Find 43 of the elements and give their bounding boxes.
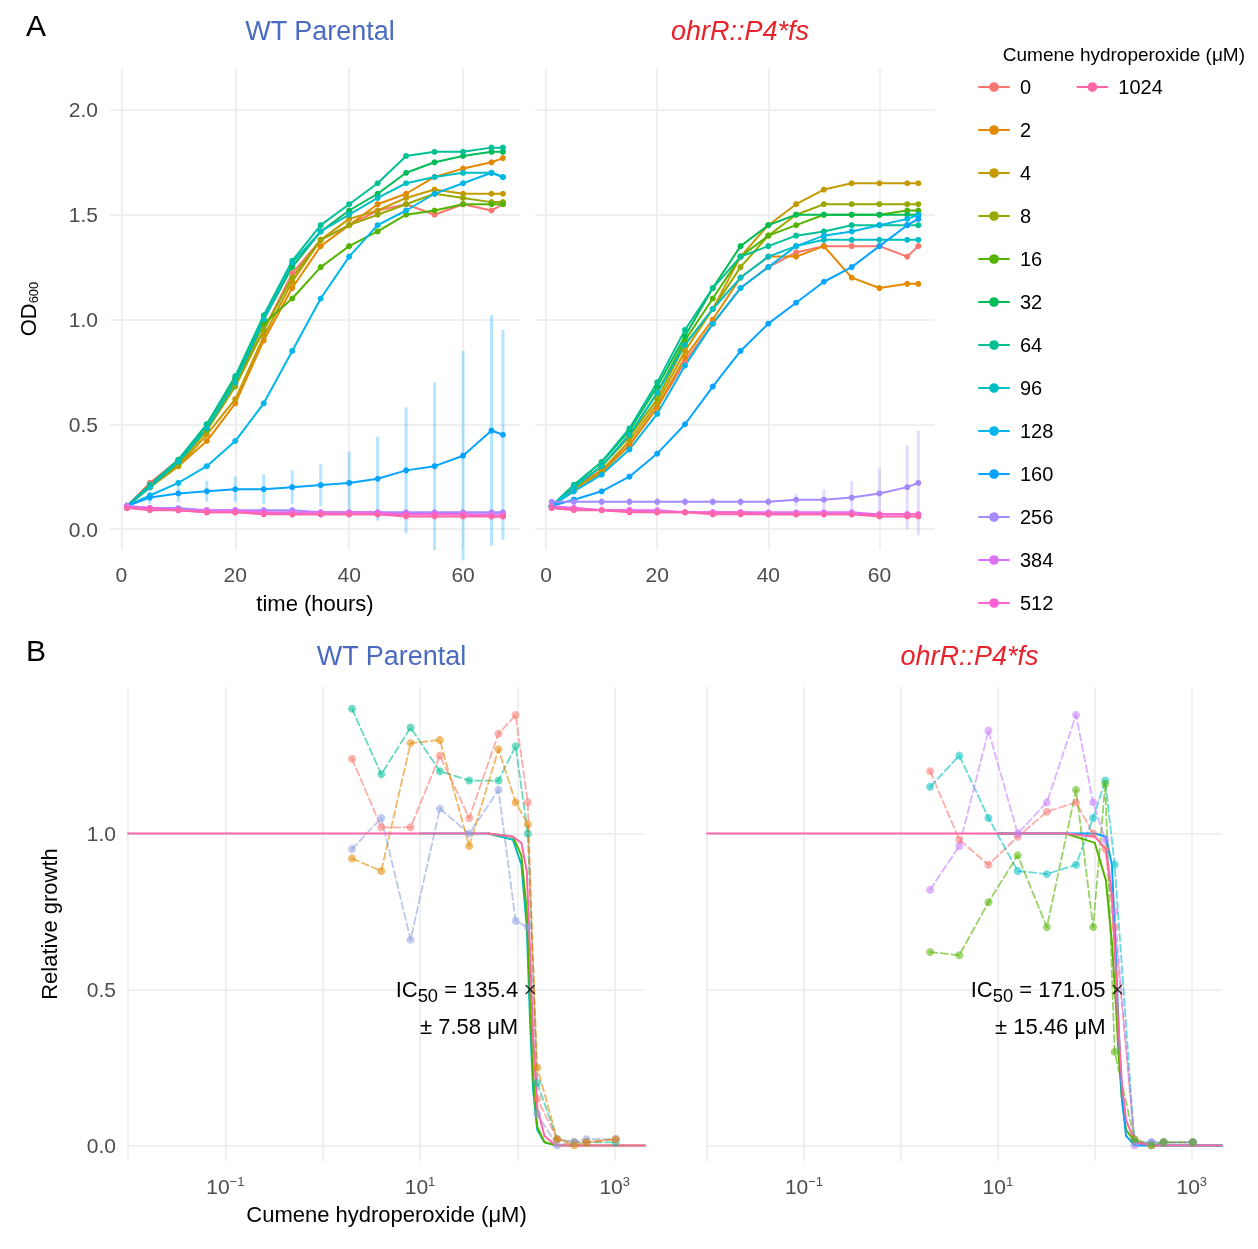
y-tick-label: 0.5 <box>86 977 116 1001</box>
y-tick-label: 0.0 <box>86 1133 116 1157</box>
legend-label: 512 <box>1020 592 1054 614</box>
x-tick-label: 0 <box>115 563 128 586</box>
legend-label: 256 <box>1020 506 1054 528</box>
x-axis-title: Cumene hydroperoxide (μM) <box>246 1201 527 1227</box>
x-tick-label: 0 <box>540 563 552 586</box>
legend-label: 160 <box>1020 463 1054 485</box>
y-tick-label: 0.0 <box>68 517 98 541</box>
legend-label: 1024 <box>1118 76 1163 98</box>
text: B <box>26 633 47 667</box>
text: A <box>26 8 47 42</box>
chart-title: ohrR::P4*fs <box>900 640 1039 671</box>
legend-label: 384 <box>1020 549 1054 571</box>
chart-title: ohrR::P4*fs <box>670 15 810 46</box>
y-tick-label: 1.0 <box>68 307 98 331</box>
x-tick-label: 20 <box>645 563 669 586</box>
x-tick-label: 20 <box>223 563 247 586</box>
legend-label: 4 <box>1020 162 1032 184</box>
legend-title: Cumene hydroperoxide (μM) <box>1002 44 1246 65</box>
y-axis-title: OD600 <box>16 281 41 337</box>
legend-label: 128 <box>1020 420 1054 442</box>
chart-title: WT Parental <box>245 15 395 46</box>
legend-label: 16 <box>1020 248 1043 270</box>
x-axis-title: time (hours) <box>256 590 374 616</box>
legend-label: 2 <box>1020 119 1032 141</box>
legend-label: 0 <box>1020 76 1032 98</box>
x-tick-label: 40 <box>756 563 781 586</box>
chart-title: WT Parental <box>316 640 467 671</box>
y-tick-label: 2.0 <box>68 98 98 122</box>
y-tick-label: 1.5 <box>68 203 98 227</box>
y-axis-title: Relative growth <box>36 848 62 1000</box>
legend-label: 64 <box>1020 334 1043 356</box>
legend-label: 8 <box>1020 205 1032 227</box>
x-tick-label: 40 <box>337 563 361 586</box>
y-tick-label: 0.5 <box>68 412 98 436</box>
annotation: IC$_{50}$ = 171.05 ± 15.46 μM <box>970 976 1106 1041</box>
x-tick-label: 60 <box>451 563 475 586</box>
annotation: IC$_{50}$ = 135.4 ± 7.58 μM <box>395 976 519 1041</box>
x-tick-label: 60 <box>867 563 892 586</box>
y-tick-label: 1.0 <box>86 822 116 846</box>
legend-label: 32 <box>1020 291 1043 313</box>
legend-label: 96 <box>1020 377 1043 399</box>
